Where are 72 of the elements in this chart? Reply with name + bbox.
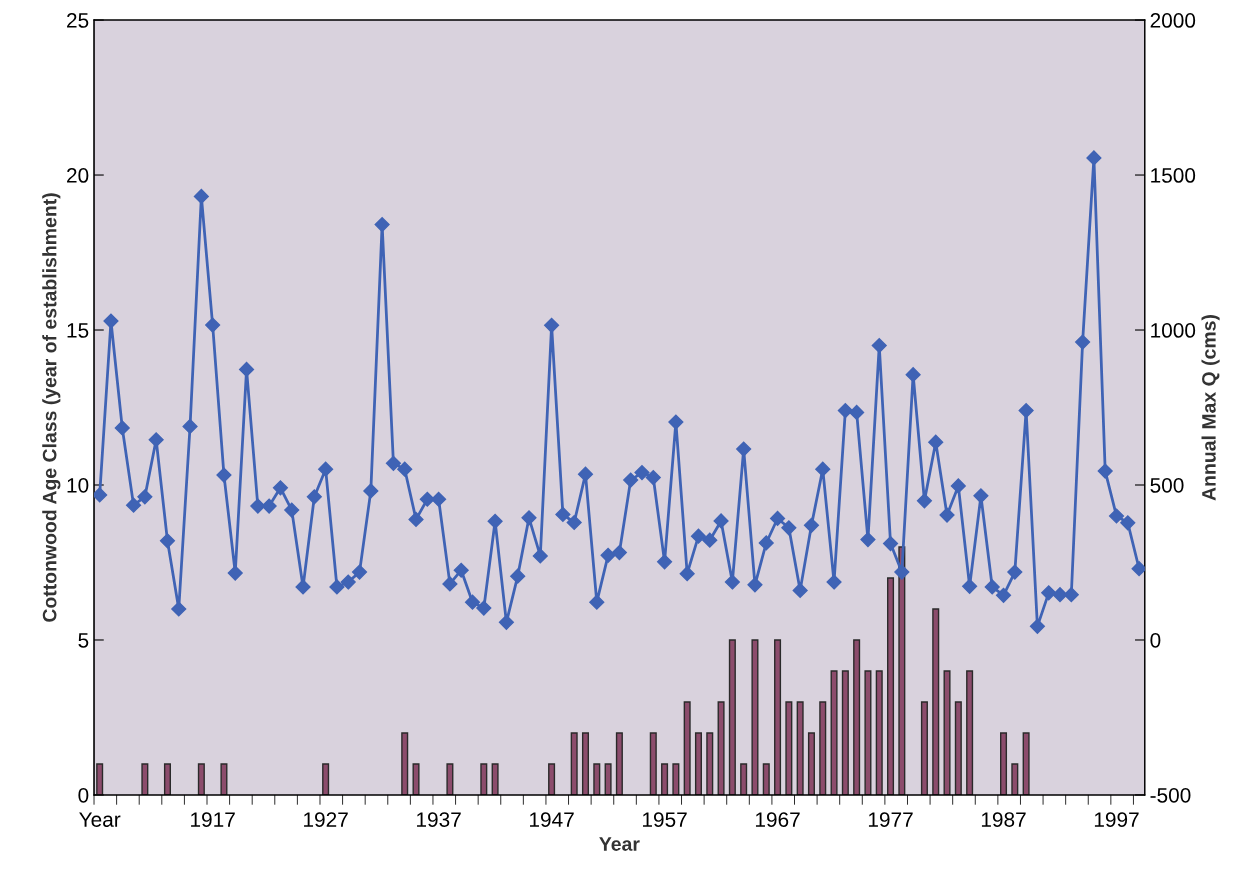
y-tick-label: 0 [78, 787, 89, 803]
x-tick-label: 1917 [191, 812, 235, 827]
y2-tick-label: 500 [1150, 478, 1184, 493]
bar [220, 763, 228, 795]
bar [966, 670, 974, 795]
x-tick-label: Year [79, 812, 121, 827]
x-tick-label: 1997 [1094, 812, 1139, 827]
y-tick-label: 15 [67, 323, 89, 338]
bar [932, 608, 940, 795]
y2-tick-label: 1000 [1151, 323, 1196, 338]
bar [706, 732, 714, 795]
bar [672, 763, 680, 795]
bar [649, 732, 657, 795]
bar [548, 763, 556, 795]
bar [841, 670, 849, 795]
bar [683, 701, 691, 795]
bar [887, 577, 895, 795]
bar [446, 763, 454, 795]
y2-tick-label: 0 [1150, 632, 1161, 648]
y2-tick-label: 2000 [1150, 13, 1196, 28]
bar [717, 701, 725, 795]
bar [593, 763, 601, 795]
x-tick-label: 1947 [530, 812, 574, 827]
x-tick-label: 1937 [417, 812, 461, 827]
y-tick-label: 20 [67, 168, 89, 183]
bar [615, 732, 623, 795]
y-tick-label: 10 [67, 478, 89, 493]
bar [830, 670, 838, 795]
bar [570, 732, 578, 795]
bar [740, 763, 748, 795]
bar [920, 701, 928, 795]
bar [322, 763, 330, 795]
y2-tick-label: 1500 [1151, 168, 1196, 183]
bar [141, 763, 149, 795]
bar [796, 701, 804, 795]
y-tick-label: 5 [78, 633, 89, 648]
bar [954, 701, 962, 795]
x-axis-title: Year [599, 837, 640, 851]
x-tick-label: 1977 [868, 812, 913, 827]
bar [480, 763, 488, 795]
x-tick-label: 1927 [304, 812, 348, 827]
bar [1011, 763, 1019, 795]
bar [1000, 732, 1008, 795]
bar [604, 763, 612, 795]
x-tick-label: 1957 [643, 812, 687, 827]
bar [807, 732, 815, 795]
bar [943, 670, 951, 795]
bar [785, 701, 793, 795]
bar [853, 639, 861, 795]
bar [401, 732, 409, 795]
y-axis-title: Cottonwood Age Class (year of establishment) [42, 193, 61, 622]
bar [728, 639, 736, 795]
bar [864, 670, 872, 795]
bar [581, 732, 590, 795]
bar [762, 763, 770, 795]
bar [163, 763, 171, 795]
y2-axis-title: Annual Max Q (cms) [1201, 315, 1220, 501]
bar [774, 639, 782, 795]
y2-tick-label: -500 [1150, 787, 1191, 803]
bar [491, 763, 499, 795]
bar [875, 670, 883, 795]
bar [1022, 732, 1030, 795]
bar [96, 763, 104, 795]
y-tick-label: 25 [67, 13, 89, 28]
x-tick-label: 1967 [755, 812, 800, 827]
bar [751, 639, 759, 795]
x-tick-label: 1987 [981, 812, 1026, 827]
bar [694, 732, 702, 795]
bar [819, 701, 827, 795]
bar [412, 763, 420, 795]
bar [197, 763, 205, 795]
bar [661, 763, 669, 795]
